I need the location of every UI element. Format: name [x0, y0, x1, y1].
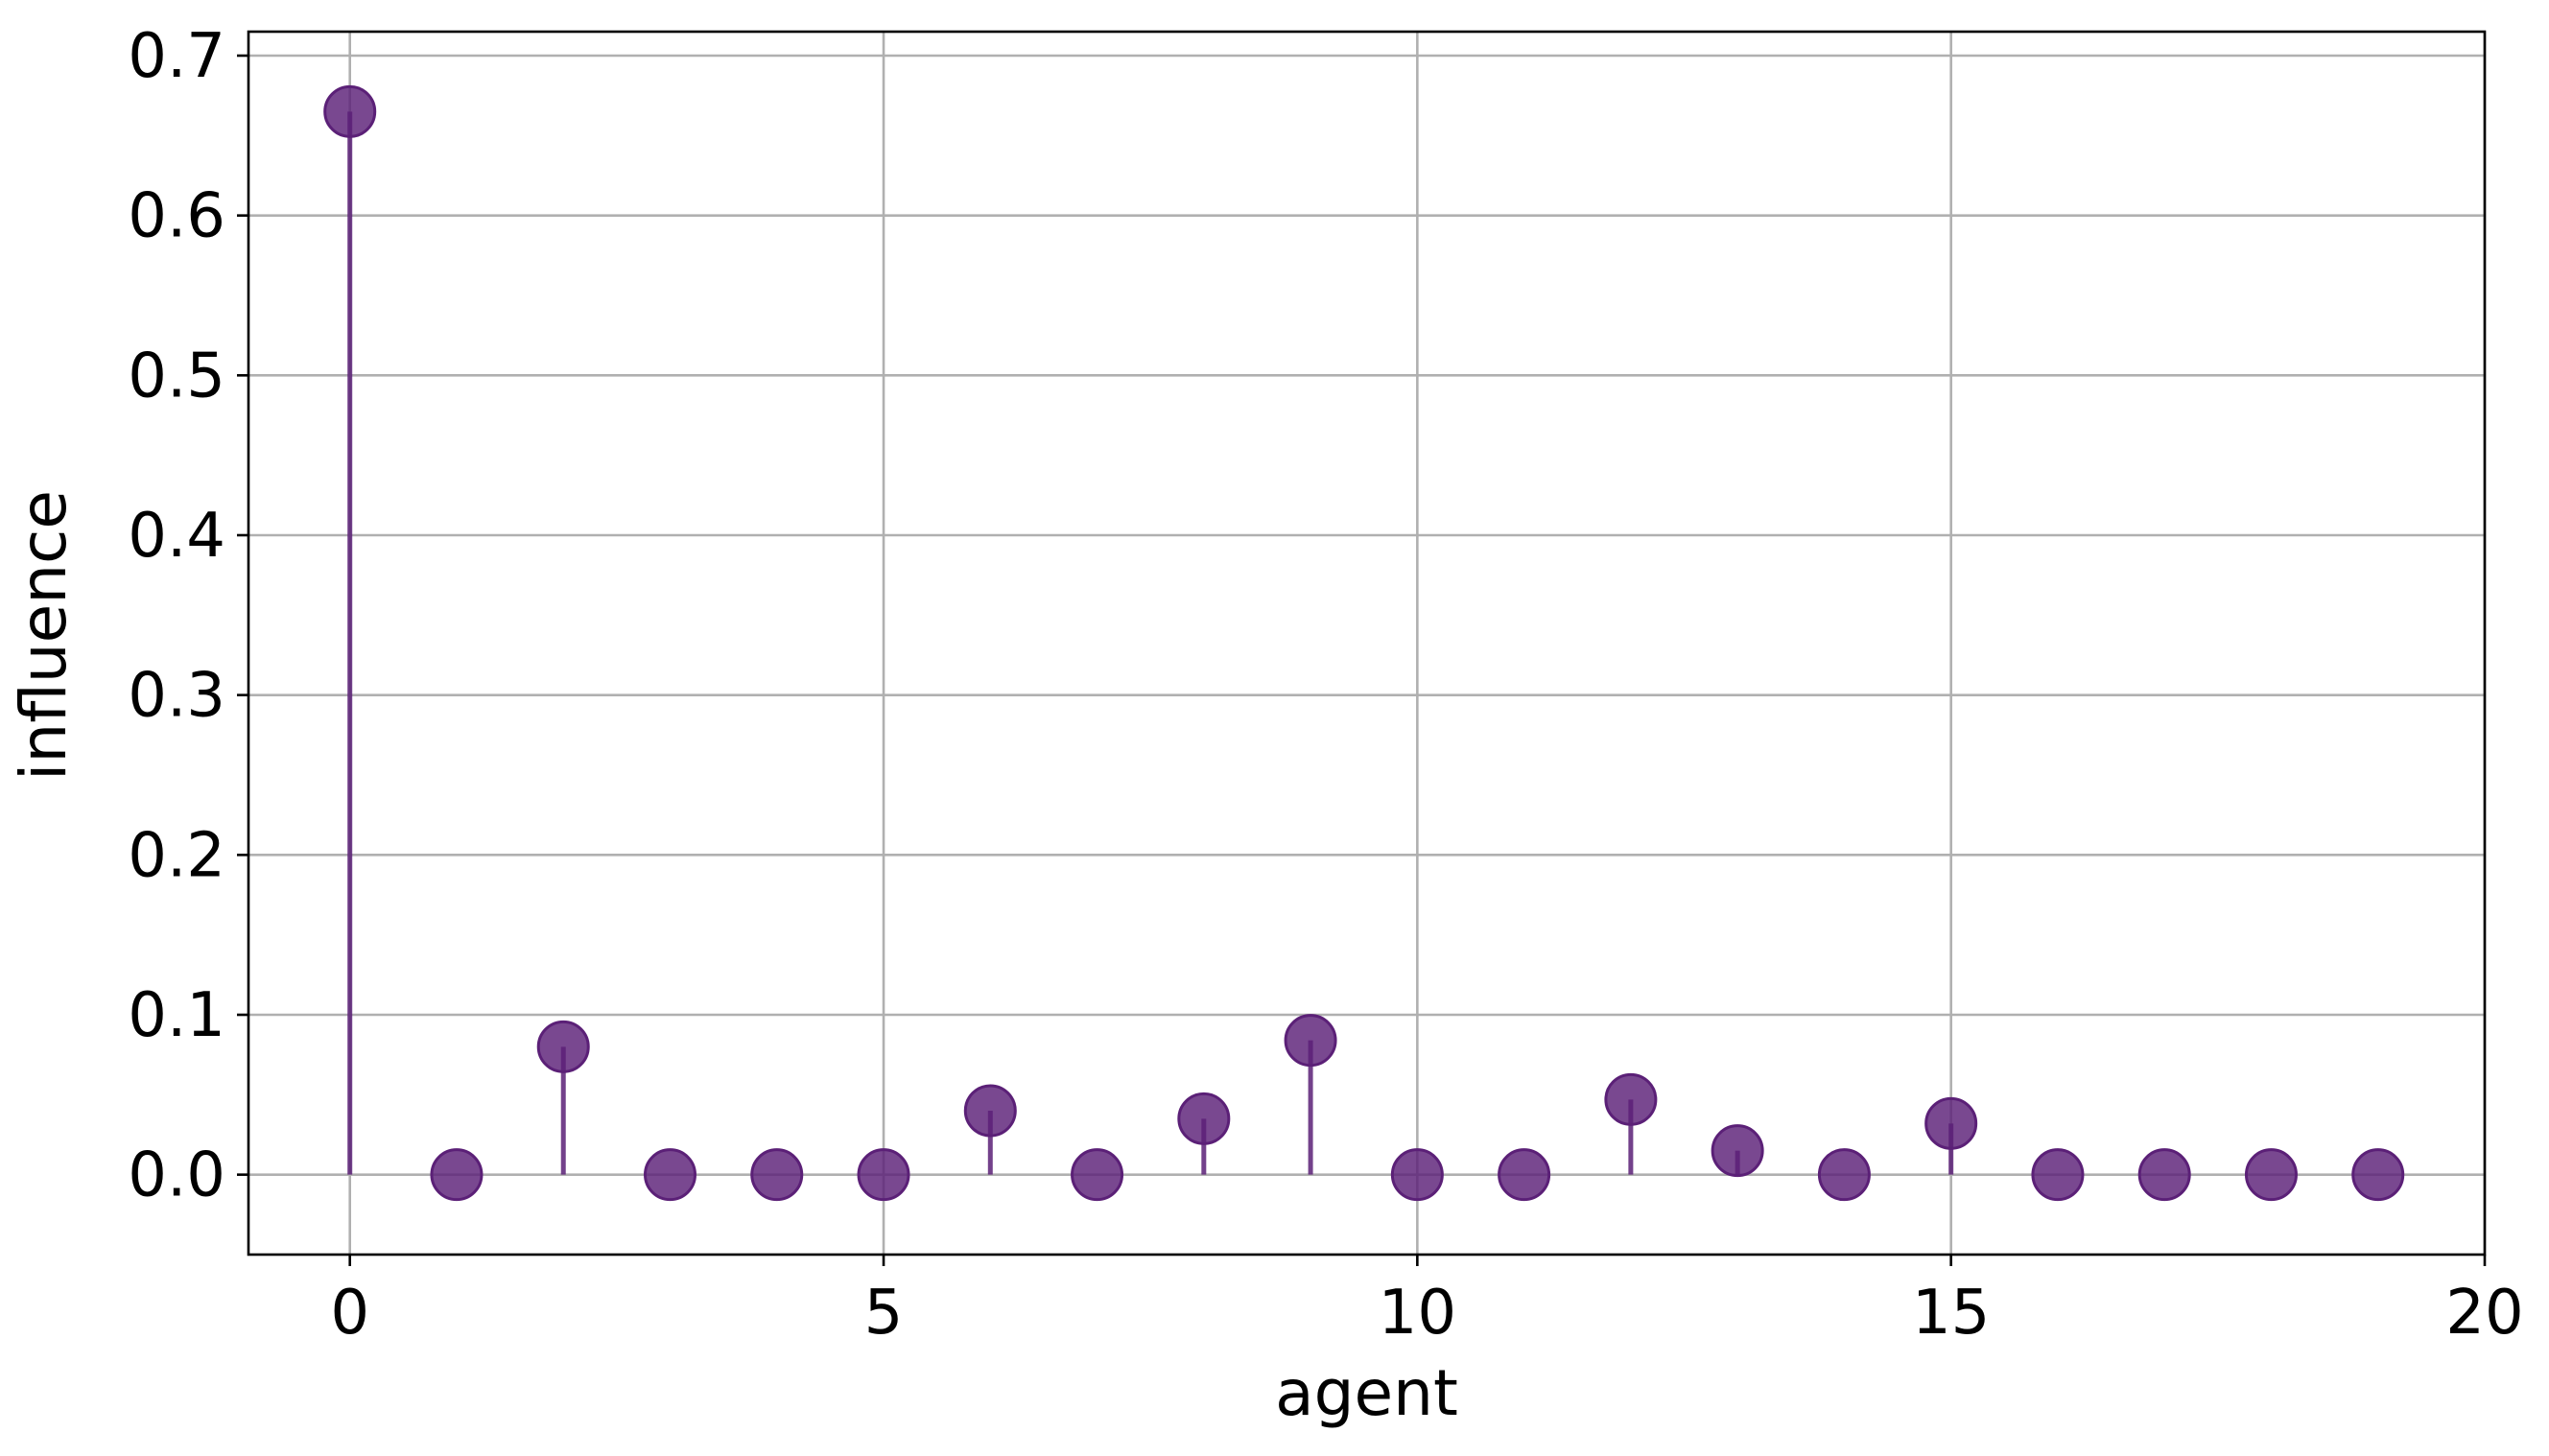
x-tick-label: 0: [330, 1278, 369, 1349]
y-tick-label: 0.5: [128, 341, 225, 411]
data-point: [2351, 1148, 2405, 1202]
y-axis-ticks: 0.0 0.1 0.2 0.3 0.4 0.5 0.6 0.7: [128, 21, 248, 1211]
data-point: [857, 1148, 910, 1202]
x-axis-ticks: 0 5 10 15 20: [330, 1255, 2524, 1349]
y-axis-label: influence: [7, 490, 81, 781]
data-point: [430, 1148, 484, 1202]
x-tick-label: 15: [1912, 1278, 1990, 1349]
axes-frame: [247, 30, 2487, 1256]
data-point: [1924, 1096, 1978, 1150]
x-tick-label: 10: [1379, 1278, 1456, 1349]
data-point: [1177, 1092, 1231, 1145]
y-tick-label: 0.2: [128, 820, 225, 891]
data-point: [1604, 1072, 1658, 1126]
data-point: [1284, 1014, 1337, 1068]
data-point: [2137, 1148, 2191, 1202]
data-point: [1498, 1148, 1551, 1202]
x-tick-label: 5: [864, 1278, 904, 1349]
x-axis-label: agent: [1275, 1356, 1458, 1430]
y-tick-label: 0.6: [128, 181, 225, 252]
data-point: [1817, 1148, 1871, 1202]
data-point: [1711, 1124, 1764, 1178]
y-tick-label: 0.3: [128, 661, 225, 732]
data-point: [2031, 1148, 2085, 1202]
data-markers: [323, 84, 2405, 1202]
data-point: [1390, 1148, 1444, 1202]
data-point: [536, 1020, 590, 1073]
y-tick-label: 0.0: [128, 1140, 225, 1211]
y-tick-label: 0.7: [128, 21, 225, 92]
data-point: [323, 84, 377, 138]
y-tick-label: 0.1: [128, 980, 225, 1051]
x-tick-label: 20: [2445, 1278, 2523, 1349]
data-point: [1071, 1148, 1124, 1202]
data-point: [750, 1148, 804, 1202]
y-tick-label: 0.4: [128, 501, 225, 572]
data-point: [2244, 1148, 2298, 1202]
data-point: [963, 1084, 1017, 1138]
data-point: [643, 1148, 696, 1202]
grid-lines: [248, 32, 2487, 1255]
